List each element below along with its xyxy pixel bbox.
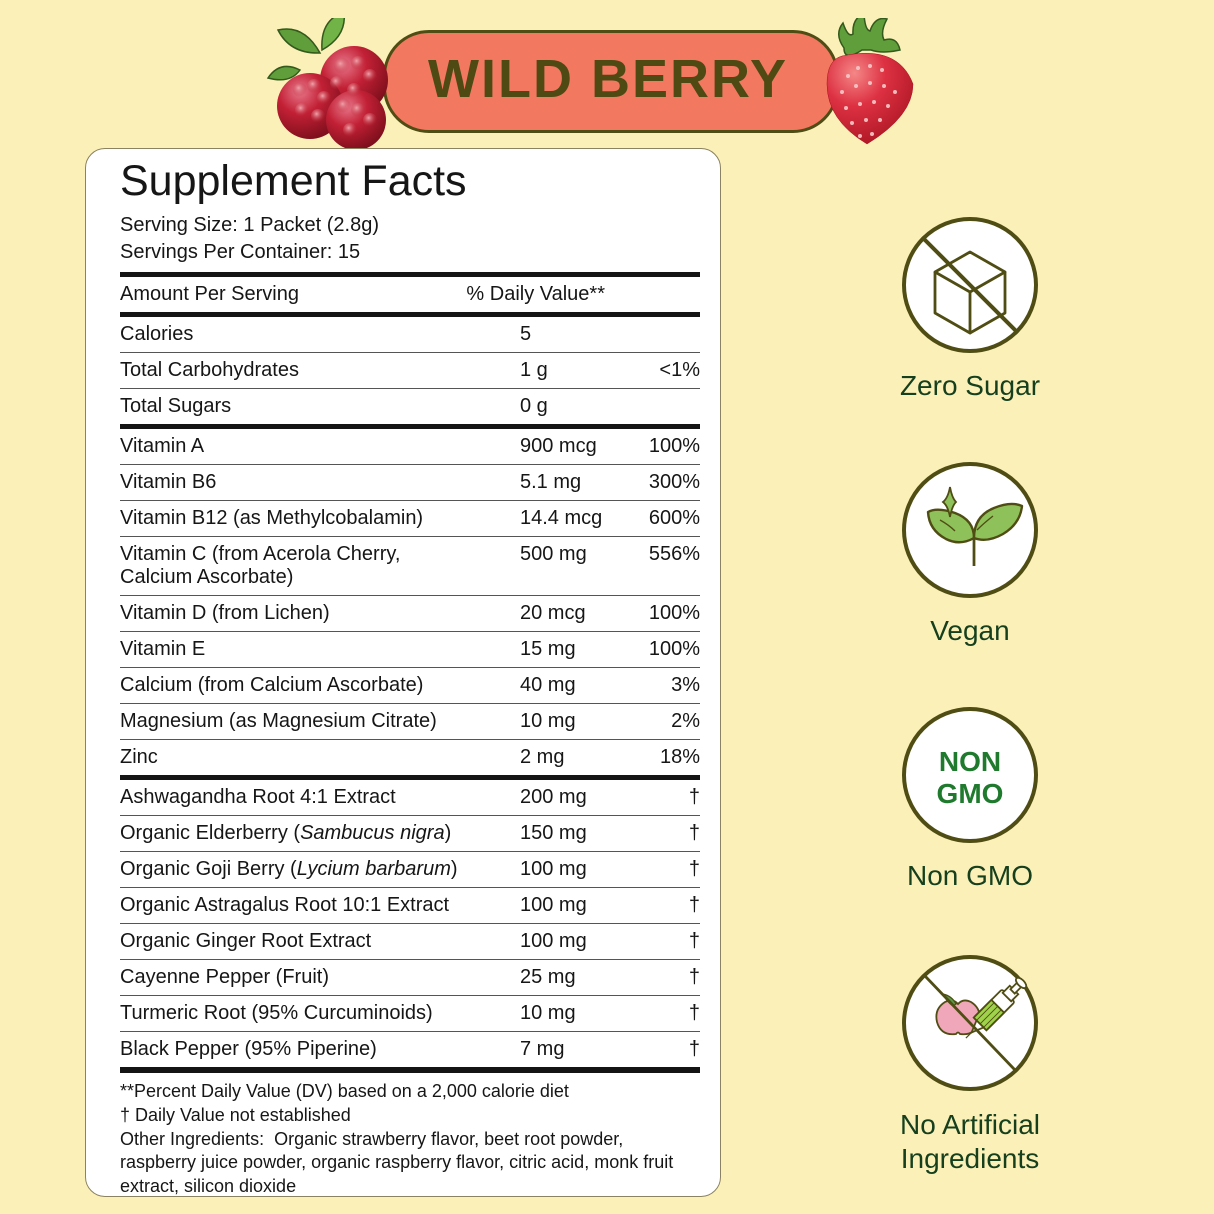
svg-text:GMO: GMO <box>937 778 1004 809</box>
svg-text:NON: NON <box>939 746 1001 777</box>
